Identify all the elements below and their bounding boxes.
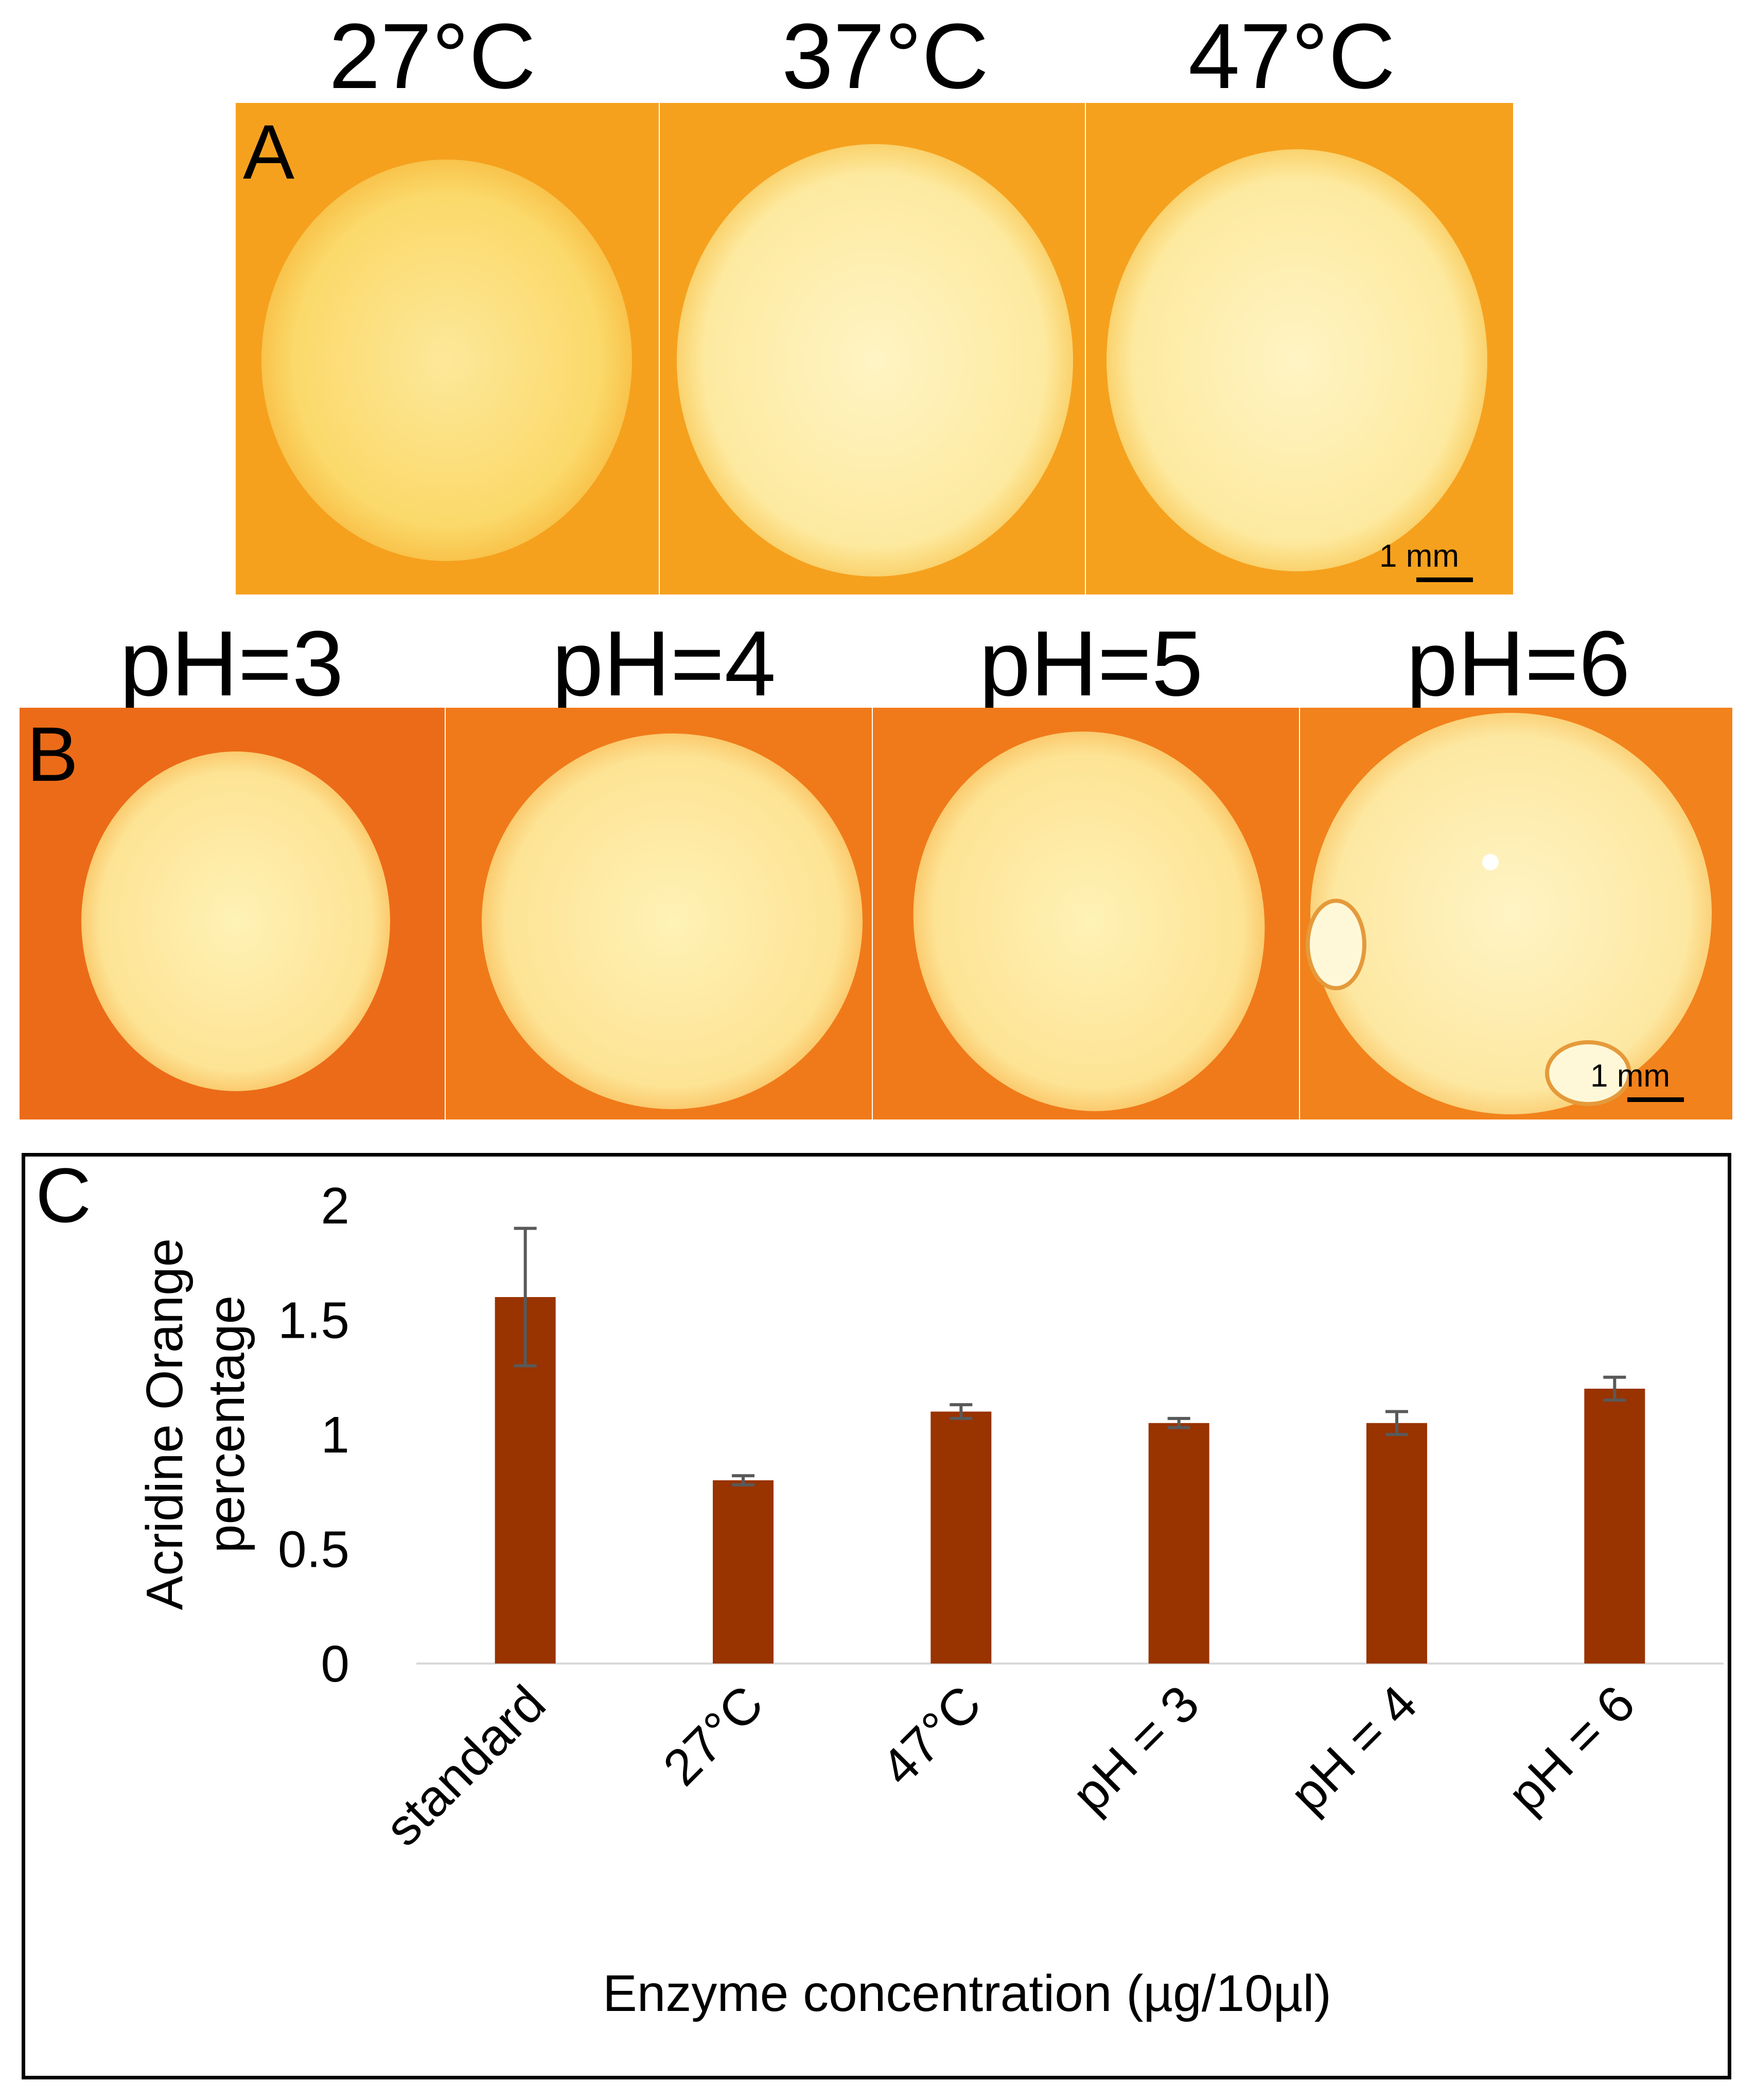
x-tick-label: 47°C: [870, 1674, 992, 1796]
y-tick-label: 1: [321, 1406, 349, 1464]
panel-b-label-ph3: pH=3: [119, 612, 344, 715]
plate-image-47c: [1086, 103, 1513, 594]
x-tick-label: 27°C: [652, 1674, 774, 1796]
panel-b-scale-bar: 1 mm: [1590, 1058, 1714, 1102]
x-tick-label: standard: [374, 1674, 556, 1857]
panel-c-letter: C: [36, 1152, 92, 1238]
plate-image-ph4: [446, 708, 872, 1119]
plate-image-ph6: [1300, 708, 1732, 1119]
panel-b-label-ph6: pH=6: [1406, 612, 1630, 715]
bar: [1366, 1423, 1427, 1664]
plate-image-27c: [236, 103, 659, 594]
y-tick-label: 1.5: [278, 1292, 349, 1350]
x-tick-label: pH = 6: [1497, 1674, 1646, 1824]
x-tick-label: pH = 3: [1061, 1674, 1210, 1824]
y-tick-label: 2: [321, 1177, 349, 1235]
panel-a-scale-bar: 1 mm: [1379, 540, 1503, 582]
panel-b-scale-label: 1 mm: [1590, 1058, 1670, 1094]
panel-b-label-ph5: pH=5: [979, 612, 1203, 715]
plate-image-ph5: [873, 708, 1299, 1119]
bar: [930, 1411, 992, 1664]
panel-a-label-47c: 47°C: [1188, 5, 1396, 108]
plate-image-ph3: [20, 708, 445, 1119]
bar: [1584, 1389, 1645, 1664]
bar: [1148, 1423, 1209, 1664]
bar: [713, 1480, 774, 1664]
y-tick-label: 0: [321, 1635, 349, 1693]
panel-c-chart: C 0 0.5 1 1.5 2 standard 27°C 47°C pH = 3 pH = 4 p…: [22, 1153, 1731, 2079]
panel-b-label-ph4: pH=4: [552, 612, 776, 715]
panel-a-scale-line: [1416, 577, 1473, 582]
bar-chart: 0 0.5 1 1.5 2 standard 27°C 47°C pH = 3 pH = 4 pH …: [136, 1177, 1724, 2022]
panel-a-label-37c: 37°C: [781, 5, 989, 108]
x-axis-title: Enzyme concentration (µg/10µl): [603, 1965, 1331, 2022]
y-tick-label: 0.5: [278, 1521, 349, 1579]
y-axis-title-line-2: percentage: [198, 1296, 255, 1553]
y-axis-title-line-1: Acridine Orange: [136, 1238, 194, 1611]
panel-b-letter: B: [27, 711, 79, 797]
panel-a-label-27c: 27°C: [328, 5, 536, 108]
plate-image-37c: [660, 103, 1085, 594]
x-tick-label: pH = 4: [1279, 1674, 1428, 1824]
panel-b-scale-line: [1627, 1097, 1684, 1102]
panel-a-scale-label: 1 mm: [1379, 538, 1459, 574]
panel-a-letter: A: [243, 109, 295, 195]
